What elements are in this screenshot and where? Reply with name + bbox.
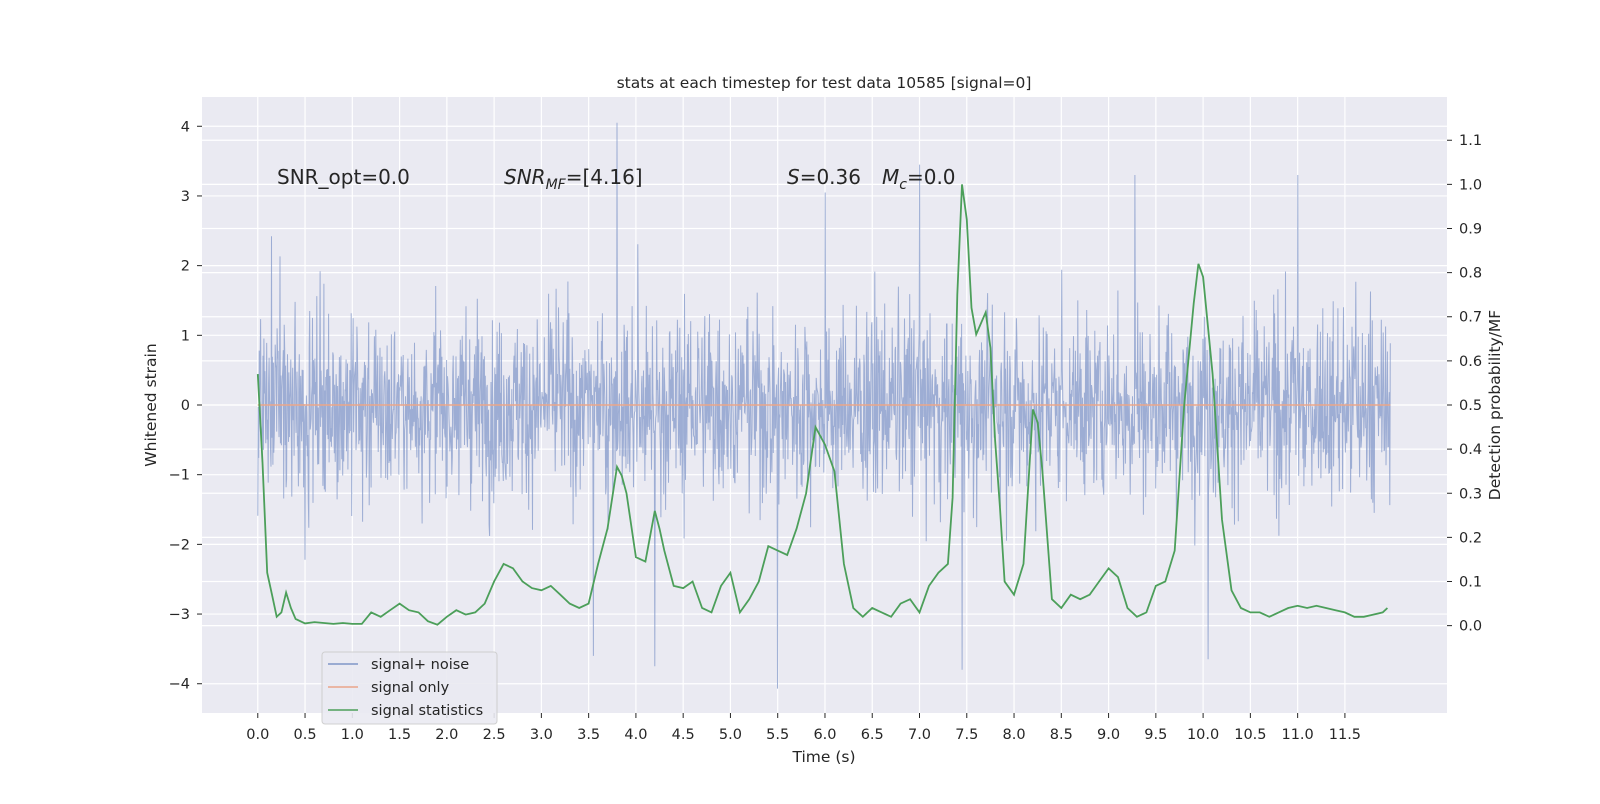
y-tick-label: 0 [181,398,190,414]
legend-label-signal-only: signal only [371,680,450,696]
y-tick-label-right: 0.9 [1459,221,1482,237]
chart-title: stats at each timestep for test data 105… [617,74,1032,92]
y-tick-label-right: 0.6 [1459,354,1482,370]
x-tick-label: 9.0 [1097,727,1120,743]
annotation-mc: Mc=0.0 [882,165,956,193]
x-tick-label: 11.5 [1329,727,1361,743]
s-var: S [787,165,800,189]
x-tick-label: 0.5 [294,727,317,743]
x-tick-label: 6.5 [861,727,884,743]
x-tick-label: 10.0 [1187,727,1219,743]
x-tick-label: 8.5 [1050,727,1073,743]
x-tick-label: 4.0 [624,727,647,743]
snr-mf-sub: MF [546,177,567,193]
annotation-s: S=0.36 [787,165,861,189]
x-tick-label: 11.0 [1281,727,1313,743]
y-tick-label-right: 0.3 [1459,486,1482,502]
snr-mf-rest: =[4.16] [566,165,643,189]
mc-sub: c [899,177,907,193]
y-tick-label: 4 [181,119,190,135]
x-tick-label: 2.0 [435,727,458,743]
x-tick-label: 5.5 [766,727,789,743]
x-tick-label: 10.5 [1234,727,1266,743]
y-axis-label-right: Detection probability/MF [1486,310,1504,501]
y-ticks-right: 1.1 1.0 0.9 0.8 0.7 0.6 0.5 0.4 0.3 0.2 0.1 0.0 [1447,133,1482,635]
legend: signal+ noise signal only signal statist… [321,651,498,725]
x-tick-label: 3.0 [530,727,553,743]
legend-label-signal-noise: signal+ noise [371,657,469,673]
y-axis-label: Whitened strain [142,343,160,466]
annotation-snr-mf: SNRMF=[4.16] [504,165,643,193]
y-tick-label-right: 0.2 [1459,530,1482,546]
mc-var: M [882,165,899,189]
signal-noise-line [257,122,1391,689]
annotation-snr-opt: SNR_opt=0.0 [277,165,410,189]
x-tick-label: 3.5 [577,727,600,743]
x-tick-label: 2.5 [483,727,506,743]
x-tick-label: 7.0 [908,727,931,743]
y-tick-label-right: 0.0 [1459,619,1482,635]
x-tick-label: 1.5 [388,727,411,743]
y-tick-label-right: 1.0 [1459,177,1482,193]
x-tick-label: 1.0 [341,727,364,743]
y-tick-label-right: 0.5 [1459,398,1482,414]
y-tick-label-right: 0.8 [1459,266,1482,282]
legend-box [321,651,498,725]
x-ticks: 0.0 0.5 1.0 1.5 2.0 2.5 3.0 3.5 4.0 4.5 5.0 5.5 6.0 6… [246,713,1361,743]
x-tick-label: 8.0 [1003,727,1026,743]
mc-rest: =0.0 [907,165,956,189]
y-ticks: 4 3 2 1 0 −1 −2 −3 −4 [169,119,202,693]
x-tick-label: 9.5 [1144,727,1167,743]
y-tick-label: −2 [169,537,190,553]
x-tick-label: 4.5 [672,727,695,743]
y-tick-label-right: 0.7 [1459,310,1482,326]
x-tick-label: 5.0 [719,727,742,743]
x-axis-label: Time (s) [791,748,855,766]
y-tick-label-right: 0.4 [1459,442,1482,458]
x-tick-label: 6.0 [813,727,836,743]
y-tick-label: −4 [169,677,190,693]
signal-statistics-line [256,184,1389,626]
y-tick-label: −1 [169,468,190,484]
y-tick-label: 1 [181,328,190,344]
y-tick-label: 3 [181,189,190,205]
y-tick-label-right: 1.1 [1459,133,1482,149]
series-signal-noise [257,122,1391,689]
y-tick-label: −3 [169,607,190,623]
y-tick-label: 2 [181,259,190,275]
legend-label-signal-statistics: signal statistics [371,703,483,719]
x-tick-label: 7.5 [955,727,978,743]
series-signal-statistics [256,184,1389,626]
s-rest: =0.36 [800,165,861,189]
y-tick-label-right: 0.1 [1459,575,1482,591]
snr-mf-base: SNR [504,165,546,189]
x-tick-label: 0.0 [246,727,269,743]
